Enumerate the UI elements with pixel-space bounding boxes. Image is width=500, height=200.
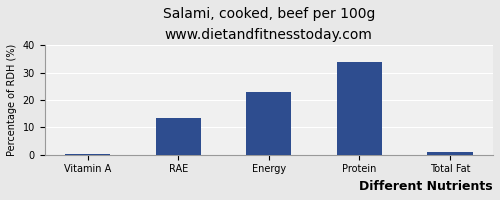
Bar <box>156 118 201 155</box>
Bar <box>65 154 110 155</box>
Bar <box>428 152 472 155</box>
Y-axis label: Percentage of RDH (%): Percentage of RDH (%) <box>7 44 17 156</box>
Bar <box>337 62 382 155</box>
Bar <box>246 92 292 155</box>
Title: Salami, cooked, beef per 100g
www.dietandfitnesstoday.com: Salami, cooked, beef per 100g www.dietan… <box>162 7 375 42</box>
X-axis label: Different Nutrients: Different Nutrients <box>360 180 493 193</box>
